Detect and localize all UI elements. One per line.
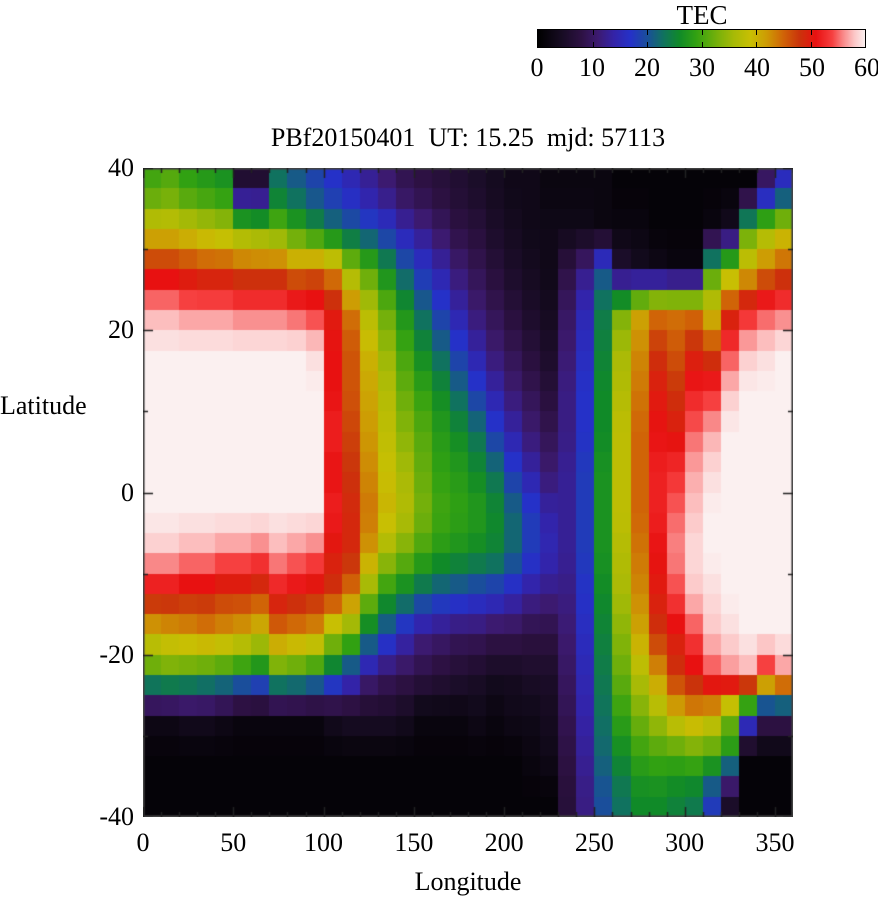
colorbar-tick-label: 0 [530, 53, 544, 82]
x-tick-label: 350 [755, 828, 795, 857]
x-tick-label: 300 [665, 828, 705, 857]
y-tick-label: 40 [108, 153, 134, 182]
colorbar-tick-label: 30 [689, 53, 715, 82]
colorbar-tick-mark [756, 30, 757, 35]
colorbar-tick-mark [756, 42, 757, 47]
plot-title: PBf20150401 UT: 15.25 mjd: 57113 [270, 123, 666, 152]
colorbar-tick-label: 60 [854, 53, 878, 82]
colorbar-tick-mark [592, 30, 594, 35]
colorbar-tick-mark [592, 42, 594, 47]
colorbar-tick-labels: 0 10 20 30 40 50 60 [531, 53, 878, 83]
colorbar-title: TEC [676, 0, 728, 30]
x-tick-label: 150 [394, 828, 434, 857]
colorbar-gradient [537, 29, 866, 48]
x-tick-labels: 0 50 100 150 200 250 300 350 [0, 828, 878, 860]
colorbar-tick-label: 20 [634, 53, 660, 82]
y-axis-label: Latitude [0, 391, 87, 420]
colorbar-tick-label: 40 [744, 53, 770, 82]
y-tick-label: 0 [121, 477, 134, 507]
colorbar-tick-mark [701, 42, 703, 47]
colorbar-tick-label: 10 [579, 53, 605, 82]
x-tick-label: 200 [484, 828, 524, 857]
colorbar-tick-mark [701, 30, 703, 35]
y-tick-label: 20 [108, 315, 134, 345]
x-tick-label: 0 [136, 828, 150, 857]
y-tick-label: -40 [99, 802, 134, 831]
y-tick-label: -20 [99, 639, 134, 669]
heatmap-canvas [143, 168, 793, 817]
x-tick-label: 50 [220, 828, 247, 857]
colorbar-tick-mark [810, 42, 812, 47]
colorbar-tick-label: 50 [799, 53, 825, 82]
x-tick-label: 250 [574, 828, 614, 857]
colorbar-tick-mark [810, 30, 812, 35]
colorbar-tick-mark [647, 42, 648, 47]
colorbar-tick-mark [647, 30, 648, 35]
x-axis-label: Longitude [414, 867, 522, 896]
x-tick-label: 100 [304, 828, 344, 857]
